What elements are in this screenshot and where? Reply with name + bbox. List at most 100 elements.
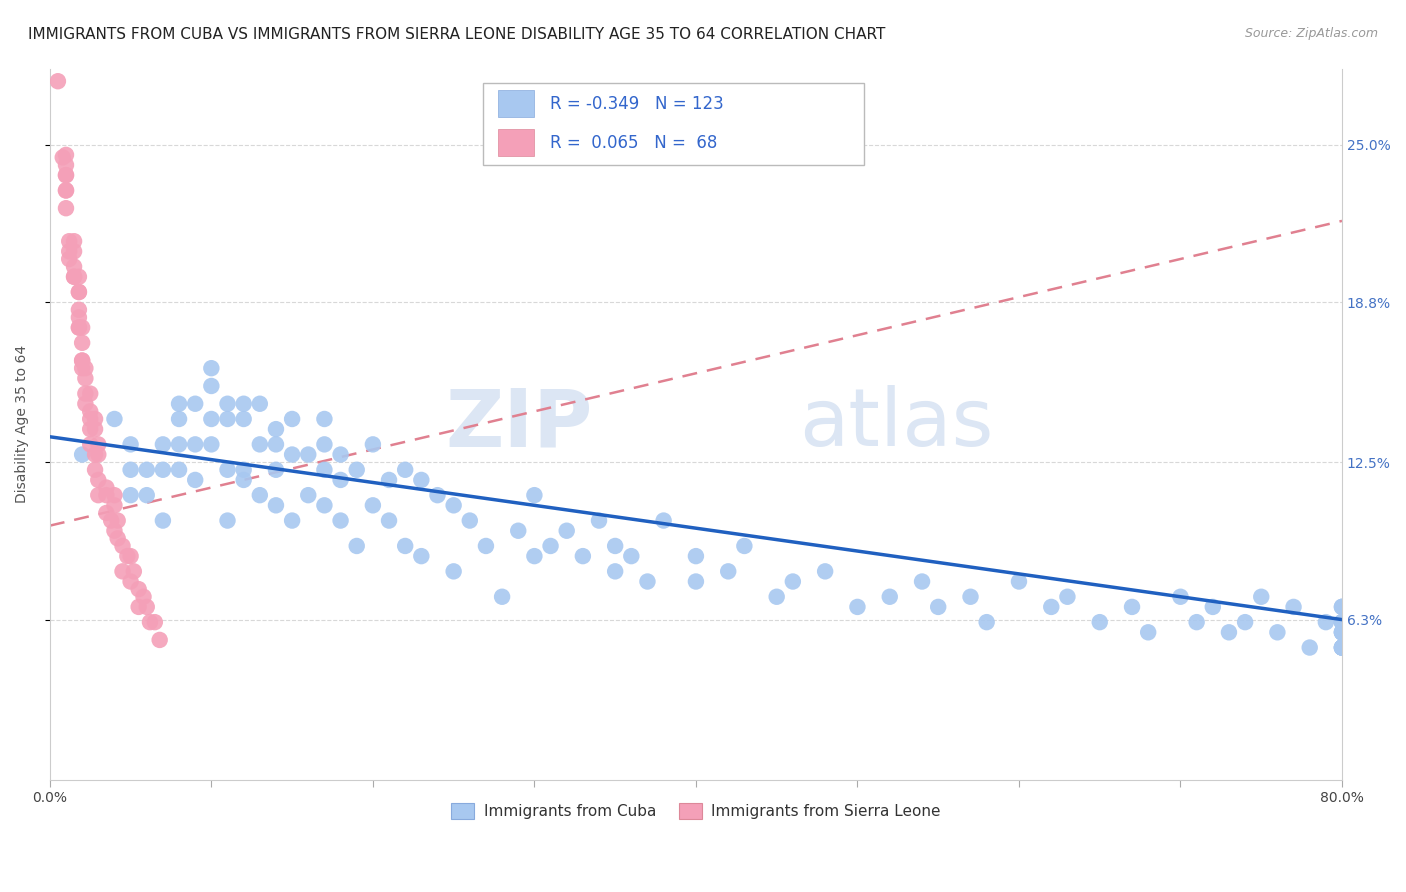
Point <box>67 285 90 299</box>
Point <box>555 524 578 538</box>
Point <box>200 437 222 451</box>
Point <box>128 599 150 614</box>
Point <box>63 244 86 259</box>
Point <box>1330 599 1353 614</box>
Point <box>79 422 101 436</box>
Point <box>1267 625 1289 640</box>
Point <box>70 361 93 376</box>
Point <box>232 412 254 426</box>
Point <box>167 437 190 451</box>
Point <box>959 590 981 604</box>
Point <box>620 549 643 563</box>
Point <box>346 539 368 553</box>
Point <box>55 183 77 197</box>
Point <box>55 168 77 182</box>
Point <box>70 320 93 334</box>
Point <box>927 599 949 614</box>
Point <box>443 565 465 579</box>
Point <box>152 514 174 528</box>
Text: Source: ZipAtlas.com: Source: ZipAtlas.com <box>1244 27 1378 40</box>
Point <box>103 499 125 513</box>
Point <box>361 437 384 451</box>
Point <box>46 74 69 88</box>
Point <box>637 574 659 589</box>
Point <box>55 183 77 197</box>
Point <box>1330 625 1353 640</box>
Point <box>75 371 97 385</box>
Text: ZIP: ZIP <box>446 385 592 463</box>
Point <box>184 397 207 411</box>
Point <box>100 514 122 528</box>
Point <box>1056 590 1078 604</box>
Point <box>378 473 401 487</box>
Point <box>572 549 595 563</box>
Point <box>249 397 271 411</box>
Text: atlas: atlas <box>799 385 994 463</box>
Point <box>297 488 319 502</box>
Point <box>1282 599 1305 614</box>
Point <box>329 473 352 487</box>
Bar <box>498 129 534 156</box>
Point <box>96 506 118 520</box>
Point <box>394 463 416 477</box>
Point <box>67 320 90 334</box>
Point <box>67 302 90 317</box>
Point <box>184 437 207 451</box>
Point <box>84 412 107 426</box>
Bar <box>498 90 534 117</box>
Point <box>63 234 86 248</box>
Point <box>1330 625 1353 640</box>
Point <box>87 488 110 502</box>
Point <box>120 488 142 502</box>
Point <box>79 437 101 451</box>
Point <box>1330 640 1353 655</box>
Point <box>120 574 142 589</box>
Point <box>314 463 336 477</box>
Y-axis label: Disability Age 35 to 64: Disability Age 35 to 64 <box>15 345 30 503</box>
Point <box>1250 590 1272 604</box>
Point <box>1008 574 1031 589</box>
Point <box>63 269 86 284</box>
Point <box>58 234 80 248</box>
Point <box>1170 590 1192 604</box>
Point <box>111 565 134 579</box>
Point <box>70 448 93 462</box>
Point <box>1330 640 1353 655</box>
Point <box>103 488 125 502</box>
Point <box>52 150 75 164</box>
Point <box>281 514 304 528</box>
Point <box>70 353 93 368</box>
Point <box>1330 599 1353 614</box>
Point <box>143 615 166 629</box>
Point <box>200 412 222 426</box>
Point <box>84 448 107 462</box>
Point <box>96 481 118 495</box>
Point <box>87 437 110 451</box>
Point <box>765 590 787 604</box>
Point <box>1218 625 1240 640</box>
Point <box>911 574 934 589</box>
Point <box>458 514 481 528</box>
Point <box>1330 640 1353 655</box>
Point <box>378 514 401 528</box>
Point <box>152 463 174 477</box>
Point <box>84 463 107 477</box>
Point <box>55 148 77 162</box>
Point <box>1330 640 1353 655</box>
Point <box>297 448 319 462</box>
Point <box>128 582 150 596</box>
Point <box>733 539 755 553</box>
Point <box>149 632 172 647</box>
Point <box>217 397 239 411</box>
Point <box>1202 599 1225 614</box>
Point <box>314 437 336 451</box>
Point <box>1330 615 1353 629</box>
Point <box>1330 615 1353 629</box>
Point <box>1330 640 1353 655</box>
Point <box>1040 599 1063 614</box>
Point <box>217 514 239 528</box>
Point <box>135 488 157 502</box>
Point <box>96 488 118 502</box>
Text: IMMIGRANTS FROM CUBA VS IMMIGRANTS FROM SIERRA LEONE DISABILITY AGE 35 TO 64 COR: IMMIGRANTS FROM CUBA VS IMMIGRANTS FROM … <box>28 27 886 42</box>
Point <box>232 473 254 487</box>
